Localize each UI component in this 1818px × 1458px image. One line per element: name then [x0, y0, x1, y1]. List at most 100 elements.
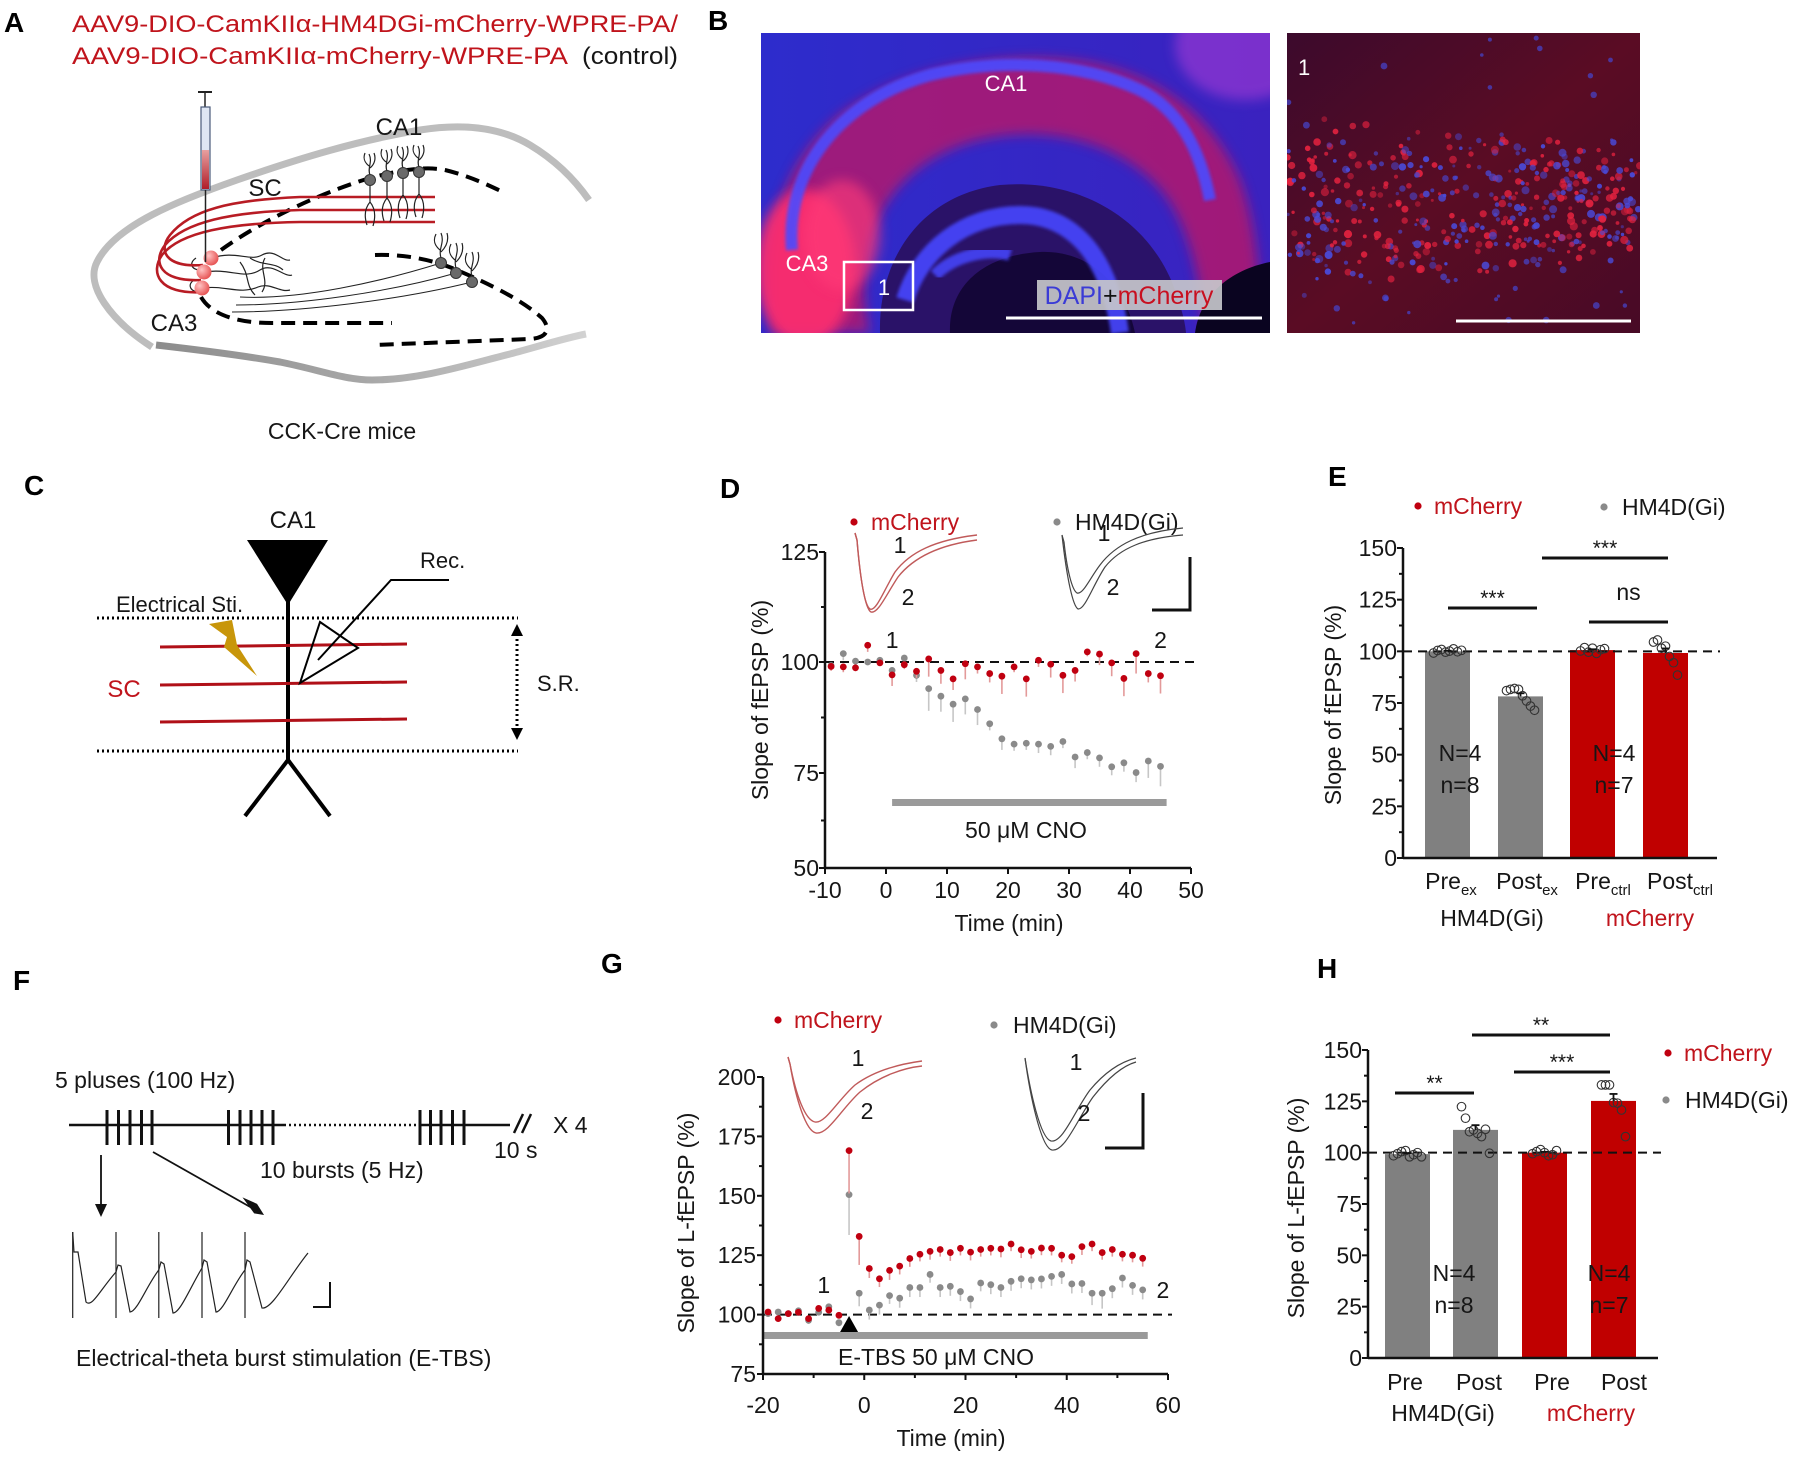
dapi-nucleus-signal [1560, 190, 1566, 196]
dapi-nucleus-signal [1414, 172, 1420, 178]
mcherry-cell-signal [1347, 172, 1354, 180]
dapi-nucleus-signal [1494, 174, 1503, 183]
burst-count-label: 10 bursts (5 Hz) [260, 1157, 424, 1183]
dapi-nucleus-signal [1369, 163, 1377, 171]
bar-mcherry-pre-ctrl [1570, 650, 1615, 858]
individual-data-point [1480, 1124, 1491, 1135]
bar-hm4d-gi-post [1453, 1129, 1498, 1358]
significance-label: *** [1593, 537, 1618, 560]
dapi-nucleus-signal [1399, 185, 1406, 192]
data-point-mcherry [795, 1308, 802, 1316]
data-point-mcherry [1119, 1250, 1126, 1258]
data-point-mcherry [1071, 667, 1079, 674]
y-axis-title: Slope of L-fEPSP (%) [673, 1113, 699, 1334]
dapi-nucleus-signal [1335, 197, 1342, 205]
dapi-nucleus-signal [1451, 223, 1458, 230]
dapi-nucleus-signal [1368, 280, 1372, 285]
data-point-hm4d-gi [845, 1191, 853, 1199]
mcherry-cell-signal [1483, 143, 1487, 147]
mcherry-cell-signal [1344, 239, 1353, 248]
mcherry-cell-signal [1575, 254, 1583, 262]
data-point-hm4d-gi [946, 1282, 954, 1290]
mcherry-cell-signal [1393, 174, 1399, 179]
dapi-nucleus-signal [1581, 188, 1588, 195]
dapi-nucleus-signal [1529, 164, 1536, 171]
dapi-nucleus-signal [1358, 198, 1363, 203]
mcherry-cell-signal [1625, 227, 1632, 235]
dapi-nucleus-signal [1459, 146, 1463, 150]
mcherry-cell-signal [1540, 154, 1545, 158]
ca1-layer-dashed [219, 166, 506, 252]
data-point-hm4d-gi [1157, 762, 1164, 770]
significance-label: *** [1550, 1051, 1575, 1074]
mcherry-cell-signal [1512, 242, 1520, 250]
mcherry-cell-signal [1623, 167, 1629, 173]
dapi-nucleus-signal [1287, 252, 1293, 257]
mcherry-cell-signal [1553, 230, 1561, 238]
x-tick-label: Post [1456, 1369, 1503, 1395]
dapi-nucleus-signal [1499, 132, 1504, 137]
dapi-nucleus-signal [1531, 217, 1537, 223]
mcherry-cell-signal [1422, 248, 1431, 256]
dapi-nucleus-signal [1533, 35, 1539, 41]
dapi-nucleus-signal [1480, 53, 1484, 57]
mcherry-cell-signal [1362, 121, 1370, 129]
trace-scale-bar [313, 1282, 331, 1308]
mcherry-cell-signal [1362, 206, 1365, 210]
recording-electrode-icon [298, 620, 360, 686]
dapi-nucleus-signal [1488, 173, 1497, 182]
mcherry-cell-signal [1576, 147, 1584, 155]
x-tick-label: Postex [1496, 868, 1558, 899]
dapi-nucleus-signal [1540, 171, 1548, 179]
mcherry-cell-signal [1568, 170, 1576, 178]
data-point-hm4d-gi [852, 657, 859, 665]
mcherry-cell-signal [1493, 195, 1499, 201]
data-point-mcherry [835, 1311, 843, 1319]
neuron-label-ca1: CA1 [270, 507, 317, 534]
mcherry-cell-signal [1557, 260, 1562, 265]
mcherry-cell-signal [1446, 144, 1453, 151]
mcherry-cell-signal [1373, 231, 1382, 239]
data-point-hm4d-gi [855, 1289, 863, 1297]
mcherry-cell-signal [1312, 258, 1316, 261]
dapi-nucleus-signal [1520, 205, 1527, 213]
data-point-hm4d-gi [1083, 749, 1091, 756]
data-point-hm4d-gi [925, 685, 933, 693]
individual-data-point [1416, 1151, 1427, 1162]
animal-count-label: N=4 [1433, 1260, 1476, 1286]
dapi-nucleus-signal [1635, 206, 1640, 213]
mcherry-cell-signal [1357, 219, 1362, 224]
dapi-nucleus-signal [1537, 256, 1543, 262]
data-point-hm4d-gi [774, 1308, 782, 1316]
dentate-neuron [435, 257, 447, 269]
y-tick-label: 150 [1324, 1037, 1362, 1063]
mcherry-cell-signal [1605, 194, 1614, 202]
mcherry-cell-signal [1498, 199, 1507, 208]
data-point-hm4d-gi [1027, 1276, 1035, 1284]
mcherry-cell-signal [1577, 246, 1583, 252]
pyramidal-soma [247, 540, 328, 605]
mcherry-cell-signal [1310, 207, 1317, 214]
dapi-nucleus-signal [1494, 297, 1499, 302]
ca3-neuron-infected [196, 264, 212, 280]
mcherry-cell-signal [1596, 147, 1601, 153]
dapi-nucleus-signal [1561, 159, 1570, 168]
mcherry-cell-signal [1558, 234, 1567, 242]
dapi-nucleus-signal [1314, 257, 1321, 264]
data-point-mcherry [1139, 1254, 1147, 1262]
mcherry-cell-signal [1287, 154, 1291, 161]
interval-label: 10 s [494, 1137, 537, 1163]
y-tick-label: 0 [1384, 845, 1397, 871]
arrow-up-icon [511, 624, 523, 636]
axon [239, 262, 442, 298]
dapi-nucleus-signal [1468, 146, 1472, 150]
individual-data-point [1600, 1080, 1611, 1090]
dapi-nucleus-signal [1445, 278, 1451, 284]
dapi-nucleus-signal [1590, 91, 1597, 99]
dapi-nucleus-signal [1620, 232, 1625, 237]
data-point-mcherry [906, 1255, 914, 1262]
mcherry-cell-signal [1572, 180, 1580, 187]
mcherry-cell-signal [1529, 160, 1537, 167]
x-tick-label: Prectrl [1575, 868, 1631, 899]
data-point-hm4d-gi [865, 1306, 873, 1314]
